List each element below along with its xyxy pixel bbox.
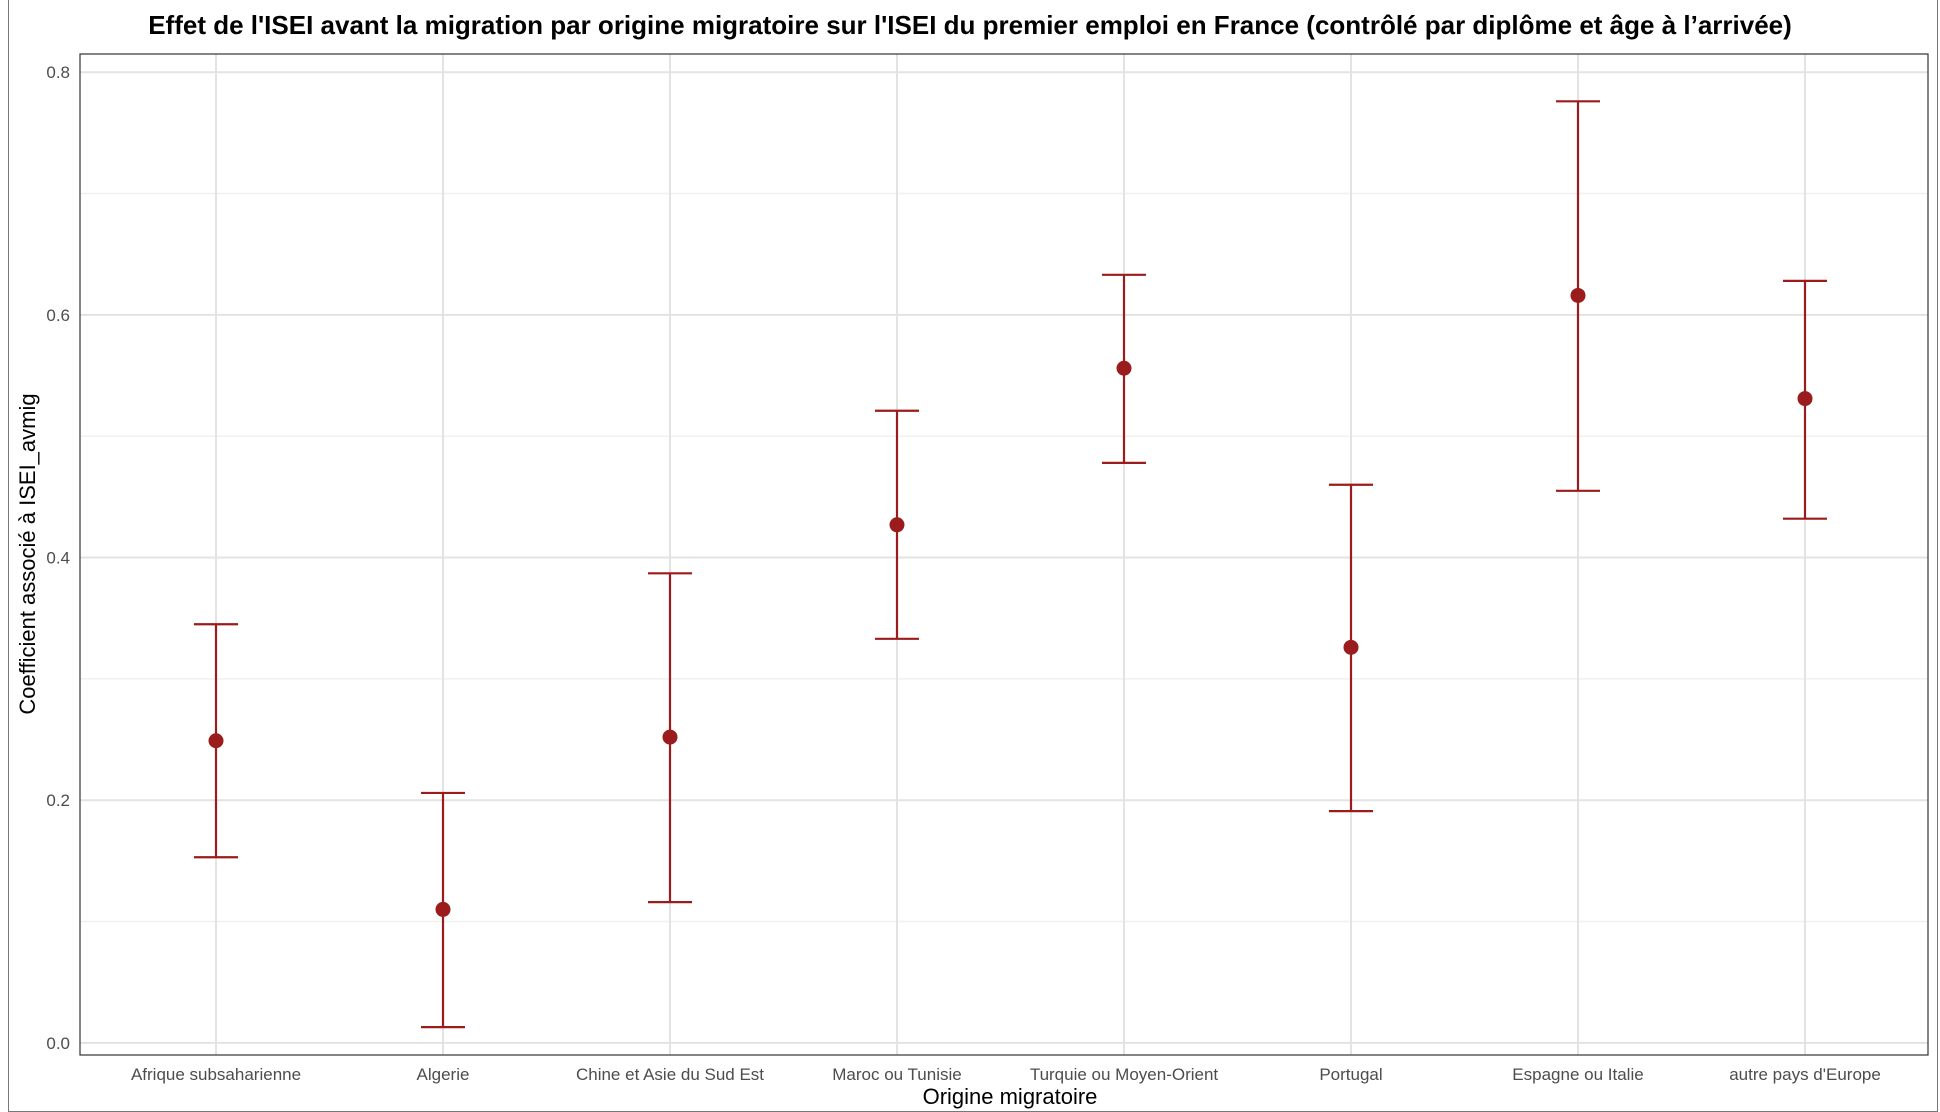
estimate-point xyxy=(435,901,451,917)
plot-panel-border xyxy=(79,53,1929,1056)
y-tick-label: 0.8 xyxy=(46,63,70,82)
estimate-point xyxy=(208,733,224,749)
x-tick-label: Turquie ou Moyen-Orient xyxy=(1030,1065,1219,1084)
y-tick-label: 0.2 xyxy=(46,791,70,810)
y-tick-label: 0.6 xyxy=(46,306,70,325)
x-tick-label: Algerie xyxy=(417,1065,470,1084)
estimate-point xyxy=(1343,639,1359,655)
error-bar-marks xyxy=(194,100,1827,1029)
estimate-point xyxy=(889,517,905,533)
y-tick-label: 0.0 xyxy=(46,1034,70,1053)
estimate-point xyxy=(1570,287,1586,303)
x-tick-label: Afrique subsaharienne xyxy=(131,1065,301,1084)
x-tick-label: Chine et Asie du Sud Est xyxy=(576,1065,764,1084)
estimate-point xyxy=(662,729,678,745)
x-axis-label: Origine migratoire xyxy=(922,1084,1098,1109)
y-tick-labels: 0.0 0.2 0.4 0.6 0.8 xyxy=(46,63,70,1053)
x-tick-labels: Afrique subsaharienne Algerie Chine et Asi… xyxy=(131,1065,1881,1084)
x-tick-label: Maroc ou Tunisie xyxy=(832,1065,961,1084)
estimate-point xyxy=(1116,360,1132,376)
estimate-point xyxy=(1797,391,1813,407)
x-tick-label: Espagne ou Italie xyxy=(1512,1065,1643,1084)
y-tick-label: 0.4 xyxy=(46,549,70,568)
x-tick-label: autre pays d'Europe xyxy=(1729,1065,1881,1084)
grid-lines xyxy=(80,54,1928,1055)
chart-title: Effet de l'ISEI avant la migration par o… xyxy=(148,10,1792,40)
x-tick-label: Portugal xyxy=(1319,1065,1382,1084)
